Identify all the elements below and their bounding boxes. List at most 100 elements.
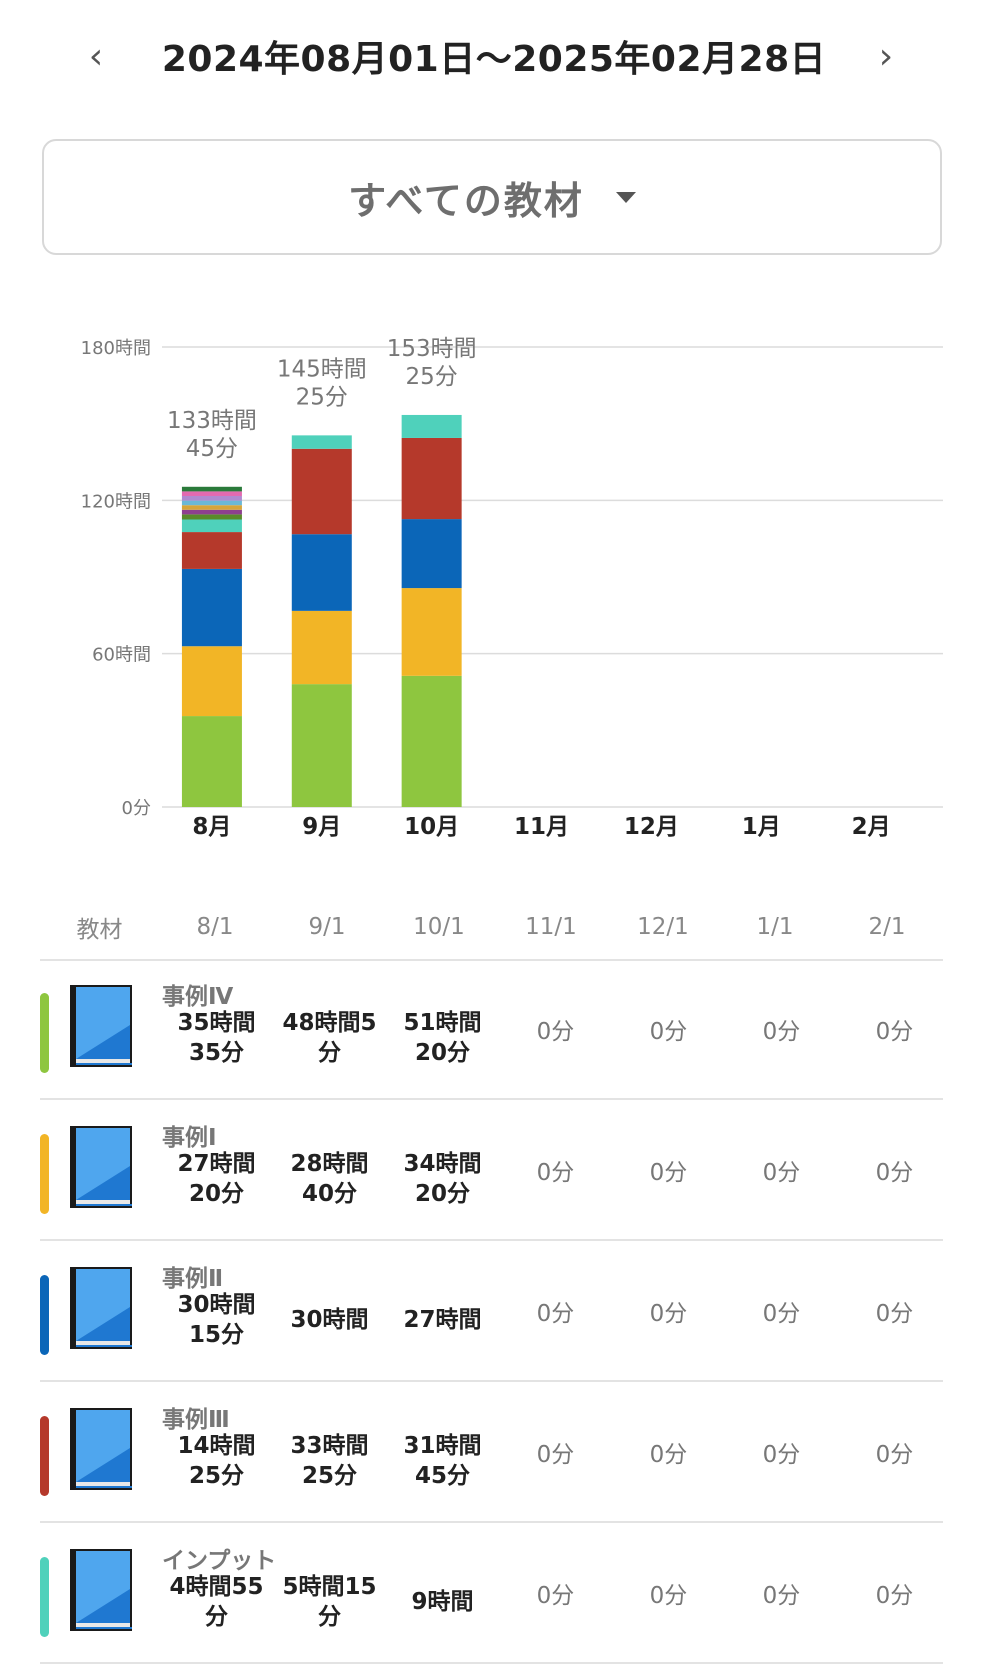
time-cell: 0分 bbox=[536, 1441, 575, 1468]
bar-segment bbox=[401, 414, 462, 438]
bar-total-label: 25分 bbox=[296, 384, 348, 410]
time-cell: 0分 bbox=[649, 1159, 688, 1186]
time-cell: 27時間 bbox=[403, 1306, 482, 1333]
table-header: 教材 8/1 9/1 10/1 11/1 12/1 1/1 2/1 bbox=[40, 895, 943, 961]
time-cell: 30時間 bbox=[290, 1306, 369, 1333]
time-cell: 0分 bbox=[649, 1018, 688, 1045]
table-header-period: 10/1 bbox=[413, 914, 465, 940]
bar-segment bbox=[181, 486, 242, 492]
study-time-chart: 0分60時間120時間180時間8月133時間45分9月145時間25分10月1… bbox=[81, 336, 943, 840]
material-row: 事例Ⅲ 14時間 25分 33時間 25分 31時間 45分 0分 0分 0分 0分 bbox=[40, 1382, 943, 1523]
time-cell: 9時間 bbox=[411, 1588, 474, 1615]
date-range-title: 2024年08月01日～2025年02月28日 bbox=[161, 39, 827, 80]
time-cell: 0分 bbox=[762, 1159, 801, 1186]
time-cell: 30時間 15分 bbox=[177, 1291, 256, 1348]
table-header-period: 2/1 bbox=[868, 914, 906, 940]
bar-segment bbox=[291, 684, 352, 807]
bar-segment bbox=[181, 509, 242, 515]
material-filter-select[interactable]: すべての教材 bbox=[42, 139, 942, 255]
chevron-right-icon: › bbox=[878, 35, 894, 77]
table-header-period: 12/1 bbox=[637, 914, 689, 940]
y-tick-label: 120時間 bbox=[81, 491, 151, 512]
time-cell: 4時間55 分 bbox=[169, 1573, 264, 1630]
bar-segment bbox=[181, 495, 242, 501]
x-tick-label: 11月 bbox=[514, 814, 569, 840]
time-cell: 0分 bbox=[762, 1018, 801, 1045]
time-cell: 27時間 20分 bbox=[177, 1150, 256, 1207]
book-icon bbox=[70, 1126, 132, 1208]
series-color-indicator bbox=[40, 1557, 49, 1637]
series-color-indicator bbox=[40, 993, 49, 1073]
x-tick-label: 12月 bbox=[624, 814, 679, 840]
bar-segment bbox=[181, 716, 242, 807]
x-tick-label: 9月 bbox=[302, 814, 341, 840]
bar-segment bbox=[401, 437, 462, 520]
bar-segment bbox=[181, 519, 242, 533]
x-tick-label: 10月 bbox=[404, 814, 459, 840]
time-cell: 28時間 40分 bbox=[290, 1150, 369, 1207]
time-cell: 0分 bbox=[762, 1441, 801, 1468]
bar-total-label: 145時間 bbox=[277, 356, 367, 382]
material-row: 事例Ⅳ 35時間 35分 48時間5 分 51時間 20分 0分 0分 0分 0分 bbox=[40, 959, 943, 1100]
time-cell: 0分 bbox=[536, 1159, 575, 1186]
bar-segment bbox=[401, 675, 462, 807]
time-cell: 33時間 25分 bbox=[290, 1432, 369, 1489]
time-cell: 0分 bbox=[649, 1582, 688, 1609]
time-cell: 0分 bbox=[875, 1300, 914, 1327]
bar-segment bbox=[181, 646, 242, 717]
material-row: 事例Ⅰ 27時間 20分 28時間 40分 34時間 20分 0分 0分 0分 0分 bbox=[40, 1100, 943, 1241]
bar-segment bbox=[181, 500, 242, 506]
x-tick-label: 8月 bbox=[192, 814, 231, 840]
table-header-period: 9/1 bbox=[308, 914, 346, 940]
y-tick-label: 60時間 bbox=[92, 645, 151, 666]
table-header-period: 11/1 bbox=[525, 914, 577, 940]
time-cell: 0分 bbox=[536, 1300, 575, 1327]
bar-total-label: 133時間 bbox=[167, 408, 257, 434]
time-cell: 0分 bbox=[649, 1300, 688, 1327]
bar-total-label: 153時間 bbox=[387, 336, 477, 362]
material-filter-label: すべての教材 bbox=[348, 178, 584, 223]
time-cell: 34時間 20分 bbox=[403, 1150, 482, 1207]
bar-segment bbox=[181, 568, 242, 647]
time-cell: 0分 bbox=[875, 1582, 914, 1609]
time-cell: 0分 bbox=[649, 1441, 688, 1468]
bar-total-label: 25分 bbox=[406, 364, 458, 390]
bar-segment bbox=[401, 588, 462, 676]
material-name: 事例Ⅰ bbox=[162, 1125, 217, 1151]
material-name: インプット bbox=[162, 1548, 277, 1574]
time-cell: 35時間 35分 bbox=[177, 1009, 256, 1066]
table-header-period: 1/1 bbox=[756, 914, 794, 940]
table-header-period: 8/1 bbox=[196, 914, 234, 940]
material-table: 事例Ⅳ 35時間 35分 48時間5 分 51時間 20分 0分 0分 0分 0分 事例Ⅰ 27時… bbox=[40, 959, 943, 1664]
time-cell: 0分 bbox=[875, 1018, 914, 1045]
bar-segment bbox=[181, 532, 242, 569]
bar-segment bbox=[181, 491, 242, 496]
bar-segment bbox=[181, 514, 242, 520]
material-name: 事例Ⅳ bbox=[162, 984, 234, 1010]
time-cell: 0分 bbox=[536, 1018, 575, 1045]
material-name: 事例Ⅱ bbox=[162, 1266, 224, 1292]
book-icon bbox=[70, 1267, 132, 1349]
next-period-button[interactable]: › bbox=[862, 32, 910, 80]
time-cell: 0分 bbox=[875, 1159, 914, 1186]
material-row: 事例Ⅱ 30時間 15分 30時間 27時間 0分 0分 0分 0分 bbox=[40, 1241, 943, 1382]
prev-period-button[interactable]: ‹ bbox=[72, 32, 120, 80]
series-color-indicator bbox=[40, 1416, 49, 1496]
time-cell: 0分 bbox=[536, 1582, 575, 1609]
bar-segment bbox=[291, 610, 352, 685]
time-cell: 0分 bbox=[762, 1582, 801, 1609]
time-cell: 48時間5 分 bbox=[282, 1009, 377, 1066]
y-tick-label: 180時間 bbox=[81, 338, 151, 359]
bar-total-label: 45分 bbox=[186, 436, 238, 462]
time-cell: 31時間 45分 bbox=[403, 1432, 482, 1489]
x-tick-label: 1月 bbox=[742, 814, 781, 840]
time-cell: 51時間 20分 bbox=[403, 1009, 482, 1066]
time-cell: 14時間 25分 bbox=[177, 1432, 256, 1489]
time-cell: 0分 bbox=[875, 1441, 914, 1468]
time-cell: 5時間15 分 bbox=[282, 1573, 377, 1630]
chevron-left-icon: ‹ bbox=[88, 35, 104, 77]
y-tick-label: 0分 bbox=[122, 798, 151, 819]
caret-down-icon bbox=[615, 191, 636, 203]
bar-segment bbox=[291, 534, 352, 611]
x-tick-label: 2月 bbox=[852, 814, 891, 840]
